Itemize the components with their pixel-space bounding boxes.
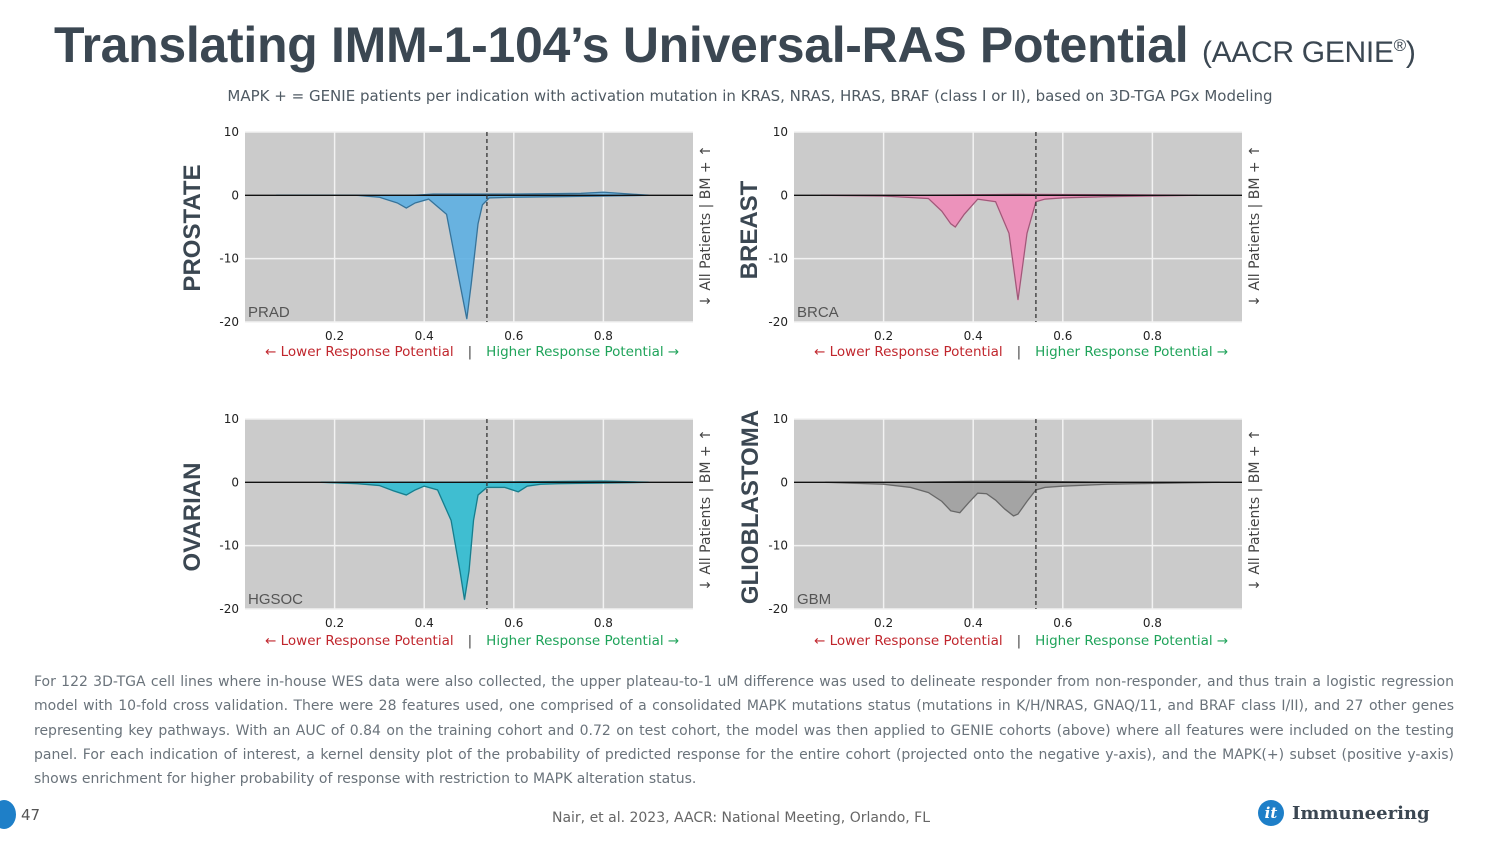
y-tick-label: 10 <box>773 125 788 139</box>
density-plot-glioblastoma: 0.2 0.4 0.6 0.8 10 0 -10 -20 GBM <box>768 412 1242 630</box>
logo-text: Immuneering <box>1292 802 1430 824</box>
density-line-bm-positive <box>415 191 649 196</box>
slide-title: Translating IMM-1-104’s Universal-RAS Po… <box>54 16 1416 74</box>
y-tick-label: -10 <box>768 539 788 553</box>
x-tick-label: 0.4 <box>964 616 983 630</box>
cohort-label: BRCA <box>797 304 839 321</box>
y-tick-label: 10 <box>224 125 239 139</box>
y-tick-label: -10 <box>219 539 239 553</box>
x-tick-label: 0.6 <box>504 616 523 630</box>
logo-mark-icon: it <box>1258 800 1284 826</box>
x-tick-label: 0.6 <box>504 329 523 343</box>
bm-axis-label-prostate: ↓ All Patients | BM + ↑ <box>698 145 714 307</box>
density-line-all-patients <box>825 481 1220 517</box>
x-tick-label: 0.6 <box>1053 329 1072 343</box>
title-suffix: (AACR GENIE®) <box>1202 36 1416 69</box>
x-tick-label: 0.2 <box>874 616 893 630</box>
indication-label-prostate: PROSTATE <box>179 164 206 292</box>
density-all-patients <box>824 481 1221 517</box>
indication-label-breast: BREAST <box>736 180 763 280</box>
density-line-all-patients <box>820 194 1198 300</box>
y-tick-label: 10 <box>224 412 239 426</box>
y-tick-label: -20 <box>219 315 239 329</box>
density-line-all-patients <box>321 481 649 600</box>
x-tick-label: 0.2 <box>325 329 344 343</box>
x-tick-label: 0.8 <box>594 329 613 343</box>
x-tick-label: 0.4 <box>964 329 983 343</box>
methods-paragraph: For 122 3D-TGA cell lines where in-house… <box>34 674 1454 788</box>
response-separator: | <box>467 633 473 649</box>
lower-response-label: ← Lower Response Potential <box>265 344 454 360</box>
lower-response-label: ← Lower Response Potential <box>265 633 454 649</box>
higher-response-label: Higher Response Potential → <box>1035 633 1229 649</box>
indication-label-glioblastoma: GLIOBLASTOMA <box>737 409 764 605</box>
y-tick-label: 0 <box>231 188 239 202</box>
citation: Nair, et al. 2023, AACR: National Meetin… <box>551 810 931 826</box>
title-suffix-text: (AACR GENIE <box>1201 36 1394 69</box>
x-tick-label: 0.2 <box>874 329 893 343</box>
y-tick-label: 0 <box>780 188 788 202</box>
density-plot-breast: 0.2 0.4 0.6 0.8 10 0 -10 -20 BRCA <box>768 125 1242 343</box>
x-tick-label: 0.2 <box>325 616 344 630</box>
y-tick-label: -20 <box>768 602 788 616</box>
y-tick-label: -10 <box>768 252 788 266</box>
bm-axis-label-breast: ↓ All Patients | BM + ↑ <box>1247 145 1263 307</box>
y-tick-label: -20 <box>219 602 239 616</box>
title-main: Translating IMM-1-104’s Universal-RAS Po… <box>54 17 1189 73</box>
lower-response-label: ← Lower Response Potential <box>814 344 1003 360</box>
y-tick-label: -20 <box>768 315 788 329</box>
density-all-patients <box>820 194 1198 301</box>
x-tick-label: 0.8 <box>1143 616 1162 630</box>
registered-mark: ® <box>1393 36 1407 55</box>
y-tick-label: -10 <box>219 252 239 266</box>
x-tick-label: 0.8 <box>1143 329 1162 343</box>
response-separator: | <box>1016 344 1022 360</box>
density-plot-prostate: 0.2 0.4 0.6 0.8 10 0 -10 -20 PRAD <box>219 125 693 343</box>
chart-panel-glioblastoma: 0.2 0.4 0.6 0.8 10 0 -10 -20 GBM GLIOBLASTOMA ↓ … <box>724 407 1284 672</box>
cohort-label: PRAD <box>248 304 290 321</box>
x-tick-label: 0.8 <box>594 616 613 630</box>
indication-label-ovarian: OVARIAN <box>179 462 206 572</box>
chart-panel-breast: 0.2 0.4 0.6 0.8 10 0 -10 -20 BRCA BREAST ↓ All P… <box>724 120 1284 385</box>
chart-panel-prostate: 0.2 0.4 0.6 0.8 10 0 -10 -20 PRAD PROSTATE ↓ All… <box>175 120 735 385</box>
x-tick-label: 0.4 <box>415 329 434 343</box>
y-tick-label: 0 <box>780 475 788 489</box>
page-number: 47 <box>21 806 41 824</box>
page-marker <box>0 800 16 829</box>
company-logo: it Immuneering <box>1258 800 1430 826</box>
y-tick-label: 0 <box>231 475 239 489</box>
response-legend-breast: ← Lower Response Potential | Higher Respon… <box>814 344 1228 360</box>
lower-response-label: ← Lower Response Potential <box>814 633 1003 649</box>
y-tick-label: 10 <box>773 412 788 426</box>
bm-axis-label-ovarian: ↓ All Patients | BM + ↑ <box>698 429 714 591</box>
response-legend-prostate: ← Lower Response Potential | Higher Respon… <box>265 344 679 360</box>
response-legend-ovarian: ← Lower Response Potential | Higher Respon… <box>265 633 679 649</box>
density-all-patients <box>320 481 649 601</box>
density-plot-ovarian: 0.2 0.4 0.6 0.8 10 0 -10 -20 HGSOC <box>219 412 693 630</box>
cohort-label: GBM <box>797 591 831 608</box>
x-tick-label: 0.4 <box>415 616 434 630</box>
bm-axis-label-glioblastoma: ↓ All Patients | BM + ↑ <box>1247 429 1263 591</box>
response-separator: | <box>1016 633 1022 649</box>
density-line-all-patients <box>276 194 649 319</box>
higher-response-label: Higher Response Potential → <box>486 344 680 360</box>
response-legend-glioblastoma: ← Lower Response Potential | Higher Respon… <box>814 633 1228 649</box>
chart-panel-ovarian: 0.2 0.4 0.6 0.8 10 0 -10 -20 HGSOC OVARIAN ↓ All… <box>175 407 735 672</box>
title-suffix-close: ) <box>1405 36 1416 69</box>
cohort-label: HGSOC <box>248 591 303 608</box>
response-separator: | <box>467 344 473 360</box>
higher-response-label: Higher Response Potential → <box>1035 344 1229 360</box>
density-all-patients <box>275 194 649 320</box>
higher-response-label: Higher Response Potential → <box>486 633 680 649</box>
x-tick-label: 0.6 <box>1053 616 1072 630</box>
slide-subtitle: MAPK + = GENIE patients per indication w… <box>227 87 1273 105</box>
